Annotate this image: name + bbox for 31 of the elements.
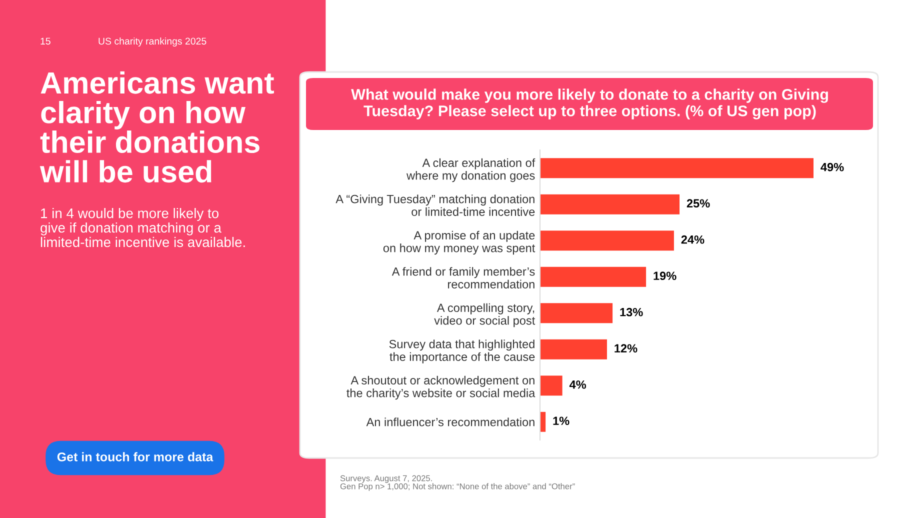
y-tick-label: Survey data that highlighted the importance of the cause xyxy=(389,340,535,364)
data-label: 1% xyxy=(553,416,570,426)
data-label: 24% xyxy=(681,235,704,244)
bar xyxy=(540,376,562,396)
bar xyxy=(540,412,546,432)
text: 15 xyxy=(40,38,50,45)
bar xyxy=(540,339,607,360)
text: Americans want clarity on how their donations will be used xyxy=(40,71,274,183)
chart-title: What would make you more likely to donate to a charity on Giving Tuesday? Please select up to three options. (% of US gen pop) xyxy=(351,88,828,120)
data-label: 12% xyxy=(614,344,638,353)
y-tick-label: A shoutout or acknowledgement on the charity’s website or social media xyxy=(346,376,536,400)
y-tick-label: A friend or family member’s recommendation xyxy=(392,267,535,288)
text: Surveys. August 7, 2025. Gen Pop n> 1,000; Not shown: “None of the above” and “Other” xyxy=(340,475,575,491)
y-tick-label: A promise of an update on how my money was spent xyxy=(383,230,536,255)
data-label: 4% xyxy=(569,380,586,389)
data-label: 49% xyxy=(820,162,844,172)
bar xyxy=(540,230,674,251)
y-tick-label: A “Giving Tuesday” matching donation or limited-time incentive xyxy=(336,194,535,216)
data-label: 25% xyxy=(686,199,710,208)
bar xyxy=(540,194,680,214)
data-label: 13% xyxy=(620,308,643,316)
y-tick-label: A compelling story, video or social post xyxy=(434,303,536,328)
bar xyxy=(540,266,646,287)
data-label: 19% xyxy=(654,272,676,280)
y-tick-label: An influencer’s recommendation xyxy=(366,418,534,426)
bar xyxy=(540,158,814,178)
text: Get in touch for more data xyxy=(57,452,214,462)
text: 1 in 4 would be more likely to give if donation matching or a limited-time incentive is available. xyxy=(40,208,245,248)
text: US charity rankings 2025 xyxy=(98,37,206,47)
bar xyxy=(540,303,613,324)
y-tick-label: A clear explanation of where my donation goes xyxy=(406,158,536,182)
